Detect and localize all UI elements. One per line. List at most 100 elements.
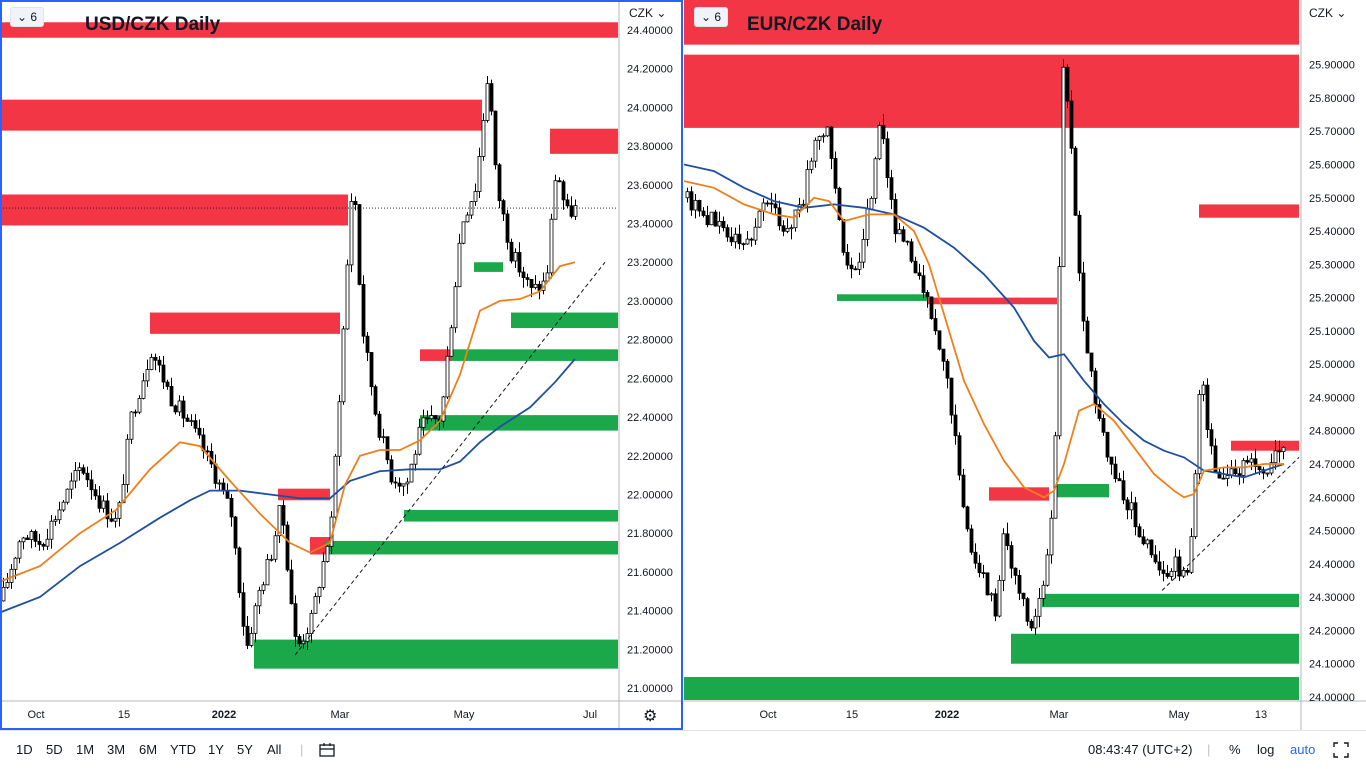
candle-body xyxy=(193,420,198,429)
interval-badge[interactable]: ⌄ 6 xyxy=(694,7,729,27)
price-tick-label: 24.70000 xyxy=(1309,459,1355,471)
candle-body xyxy=(409,463,414,483)
supply-zone xyxy=(0,99,482,131)
candle-body xyxy=(1197,394,1202,475)
candle-body xyxy=(429,415,434,420)
candle-body xyxy=(1245,460,1250,463)
range-6m-button[interactable]: 6M xyxy=(139,742,158,757)
candle-body xyxy=(701,210,706,216)
demand-zone xyxy=(1054,483,1109,498)
candle-body xyxy=(81,467,86,474)
plot-area xyxy=(684,0,1300,700)
candle-body xyxy=(321,561,326,588)
range-all-button[interactable]: All xyxy=(267,742,282,757)
candle-body xyxy=(1177,556,1182,577)
candle-body xyxy=(737,233,742,245)
supply-zone xyxy=(1231,440,1299,451)
currency-selector[interactable]: CZK ⌄ xyxy=(629,6,666,20)
candle-body xyxy=(861,239,866,263)
candle-body xyxy=(1009,545,1014,569)
price-tick-label: 24.20000 xyxy=(1309,625,1355,637)
candle-body xyxy=(1097,404,1102,419)
candle-body xyxy=(37,540,42,545)
interval-value: 6 xyxy=(714,10,722,24)
interval-value: 6 xyxy=(30,10,38,24)
candle-body xyxy=(549,218,554,274)
candle-body xyxy=(189,420,194,423)
compare-icon[interactable] xyxy=(318,742,336,758)
candle-body xyxy=(945,360,950,379)
candle-body xyxy=(565,199,570,207)
percent-scale-button[interactable]: % xyxy=(1229,742,1241,757)
supply-zone xyxy=(278,488,330,501)
candle-body xyxy=(217,482,222,485)
candle-body xyxy=(1105,431,1110,458)
eurczk-chart-pane[interactable]: 25.90000 25.80000 25.70000 25.60000 25.50000… xyxy=(684,0,1366,730)
price-tick-label: 25.70000 xyxy=(1309,126,1355,138)
candle-body xyxy=(481,120,486,157)
candle-body xyxy=(997,579,1002,617)
candle-body xyxy=(789,227,794,230)
demand-zone xyxy=(684,677,1299,700)
currency-selector[interactable]: CZK ⌄ xyxy=(1309,6,1346,20)
candle-body xyxy=(449,327,454,357)
candle-body xyxy=(1057,266,1062,437)
candle-body xyxy=(465,214,470,223)
price-tick-label: 24.40000 xyxy=(627,25,673,37)
clock-display[interactable]: 08:43:47 (UTC+2) xyxy=(1088,742,1193,757)
candle-body xyxy=(1173,556,1178,572)
chevron-down-icon: ⌄ xyxy=(701,10,712,24)
demand-zone xyxy=(404,509,618,522)
candle-body xyxy=(489,83,494,112)
range-5y-button[interactable]: 5Y xyxy=(237,742,253,757)
candle-body xyxy=(1117,478,1122,482)
candle-body xyxy=(149,356,154,370)
eurczk-chart[interactable]: 25.90000 25.80000 25.70000 25.60000 25.50000… xyxy=(684,0,1366,730)
range-5d-button[interactable]: 5D xyxy=(46,742,63,757)
supply-zone xyxy=(550,128,618,154)
candle-body xyxy=(693,200,698,211)
candle-body xyxy=(285,524,290,571)
trendline xyxy=(1161,457,1300,591)
candle-body xyxy=(765,202,770,205)
candle-body xyxy=(225,490,230,499)
candle-body xyxy=(1185,570,1190,573)
candle-body xyxy=(1113,463,1118,480)
gear-icon[interactable]: ⚙ xyxy=(643,708,658,725)
price-tick-label: 25.20000 xyxy=(1309,293,1355,305)
range-ytd-button[interactable]: YTD xyxy=(170,742,196,757)
candle-body xyxy=(1253,458,1258,467)
range-3m-button[interactable]: 3M xyxy=(107,742,126,757)
demand-zone xyxy=(474,262,503,272)
time-tick-label: 2022 xyxy=(212,709,236,721)
candle-body xyxy=(1257,466,1262,471)
ma-fast-line xyxy=(0,261,576,583)
candle-body xyxy=(793,209,798,229)
candle-body xyxy=(357,204,362,285)
usdczk-chart[interactable]: 24.40000 24.20000 24.00000 23.80000 23.60000… xyxy=(0,0,683,730)
candle-body xyxy=(153,356,158,361)
price-tick-label: 21.20000 xyxy=(627,644,673,656)
demand-zone xyxy=(1042,593,1299,608)
interval-badge[interactable]: ⌄ 6 xyxy=(10,7,45,27)
candle-body xyxy=(477,155,482,192)
candle-body xyxy=(289,569,294,605)
candle-body xyxy=(353,201,358,205)
candle-body xyxy=(281,505,286,526)
auto-scale-button[interactable]: auto xyxy=(1290,742,1316,757)
candle-body xyxy=(109,518,114,522)
demand-zone xyxy=(511,312,618,329)
candle-body xyxy=(709,211,714,226)
range-1y-button[interactable]: 1Y xyxy=(208,742,224,757)
candle-body xyxy=(513,252,518,262)
candle-body xyxy=(1077,214,1082,274)
range-1m-button[interactable]: 1M xyxy=(76,742,95,757)
usdczk-chart-pane[interactable]: 24.40000 24.20000 24.00000 23.80000 23.60000… xyxy=(0,0,683,730)
candle-body xyxy=(885,138,890,179)
candle-body xyxy=(105,500,110,520)
log-scale-button[interactable]: log xyxy=(1257,742,1275,757)
range-1d-button[interactable]: 1D xyxy=(16,742,33,757)
candle-body xyxy=(573,205,578,217)
candle-body xyxy=(309,612,314,634)
fullscreen-icon[interactable] xyxy=(1333,742,1349,758)
